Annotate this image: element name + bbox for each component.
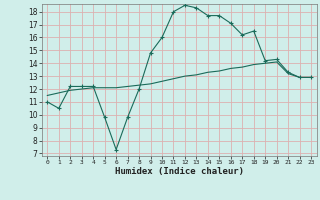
X-axis label: Humidex (Indice chaleur): Humidex (Indice chaleur) bbox=[115, 167, 244, 176]
